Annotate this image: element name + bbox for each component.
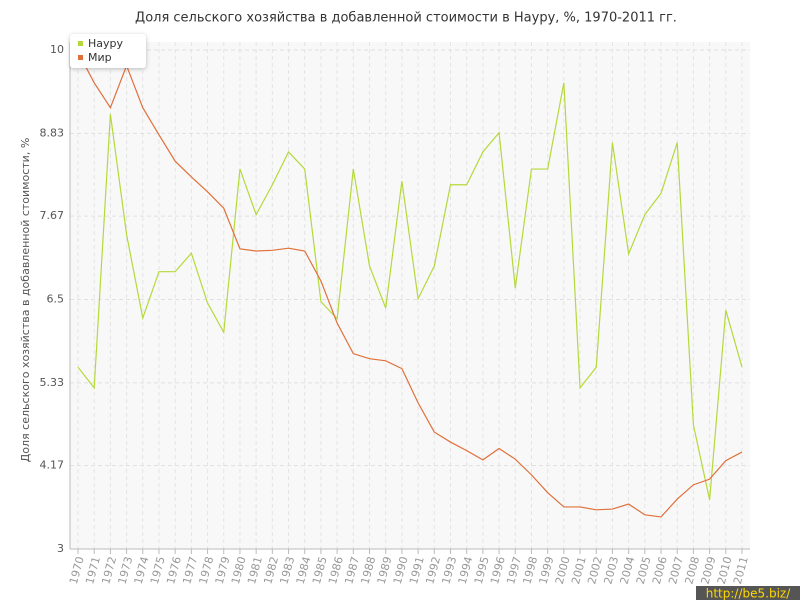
y-tick-label: 4.17 bbox=[40, 459, 65, 472]
y-tick-label: 3 bbox=[57, 542, 64, 555]
legend-swatch bbox=[78, 41, 83, 46]
y-tick-label: 7.67 bbox=[40, 209, 65, 222]
plot-area bbox=[70, 42, 750, 549]
y-tick-label: 6.5 bbox=[47, 293, 65, 306]
line-series bbox=[77, 51, 743, 518]
y-tick-label: 5.33 bbox=[40, 376, 65, 389]
y-axis-label: Доля сельского хозяйства в добавленной с… bbox=[19, 138, 32, 463]
watermark-bg bbox=[696, 586, 800, 600]
y-tick-label: 10 bbox=[50, 43, 64, 56]
legend-swatch bbox=[78, 55, 83, 60]
legend-label: Мир bbox=[88, 51, 112, 64]
legend-label: Науру bbox=[88, 37, 124, 50]
legend-box bbox=[70, 34, 146, 68]
y-tick-label: 8.83 bbox=[40, 126, 65, 139]
chart-title: Доля сельского хозяйства в добавленной с… bbox=[135, 11, 677, 26]
watermark: http://be5.biz/ bbox=[706, 587, 791, 600]
line-series bbox=[77, 82, 743, 500]
